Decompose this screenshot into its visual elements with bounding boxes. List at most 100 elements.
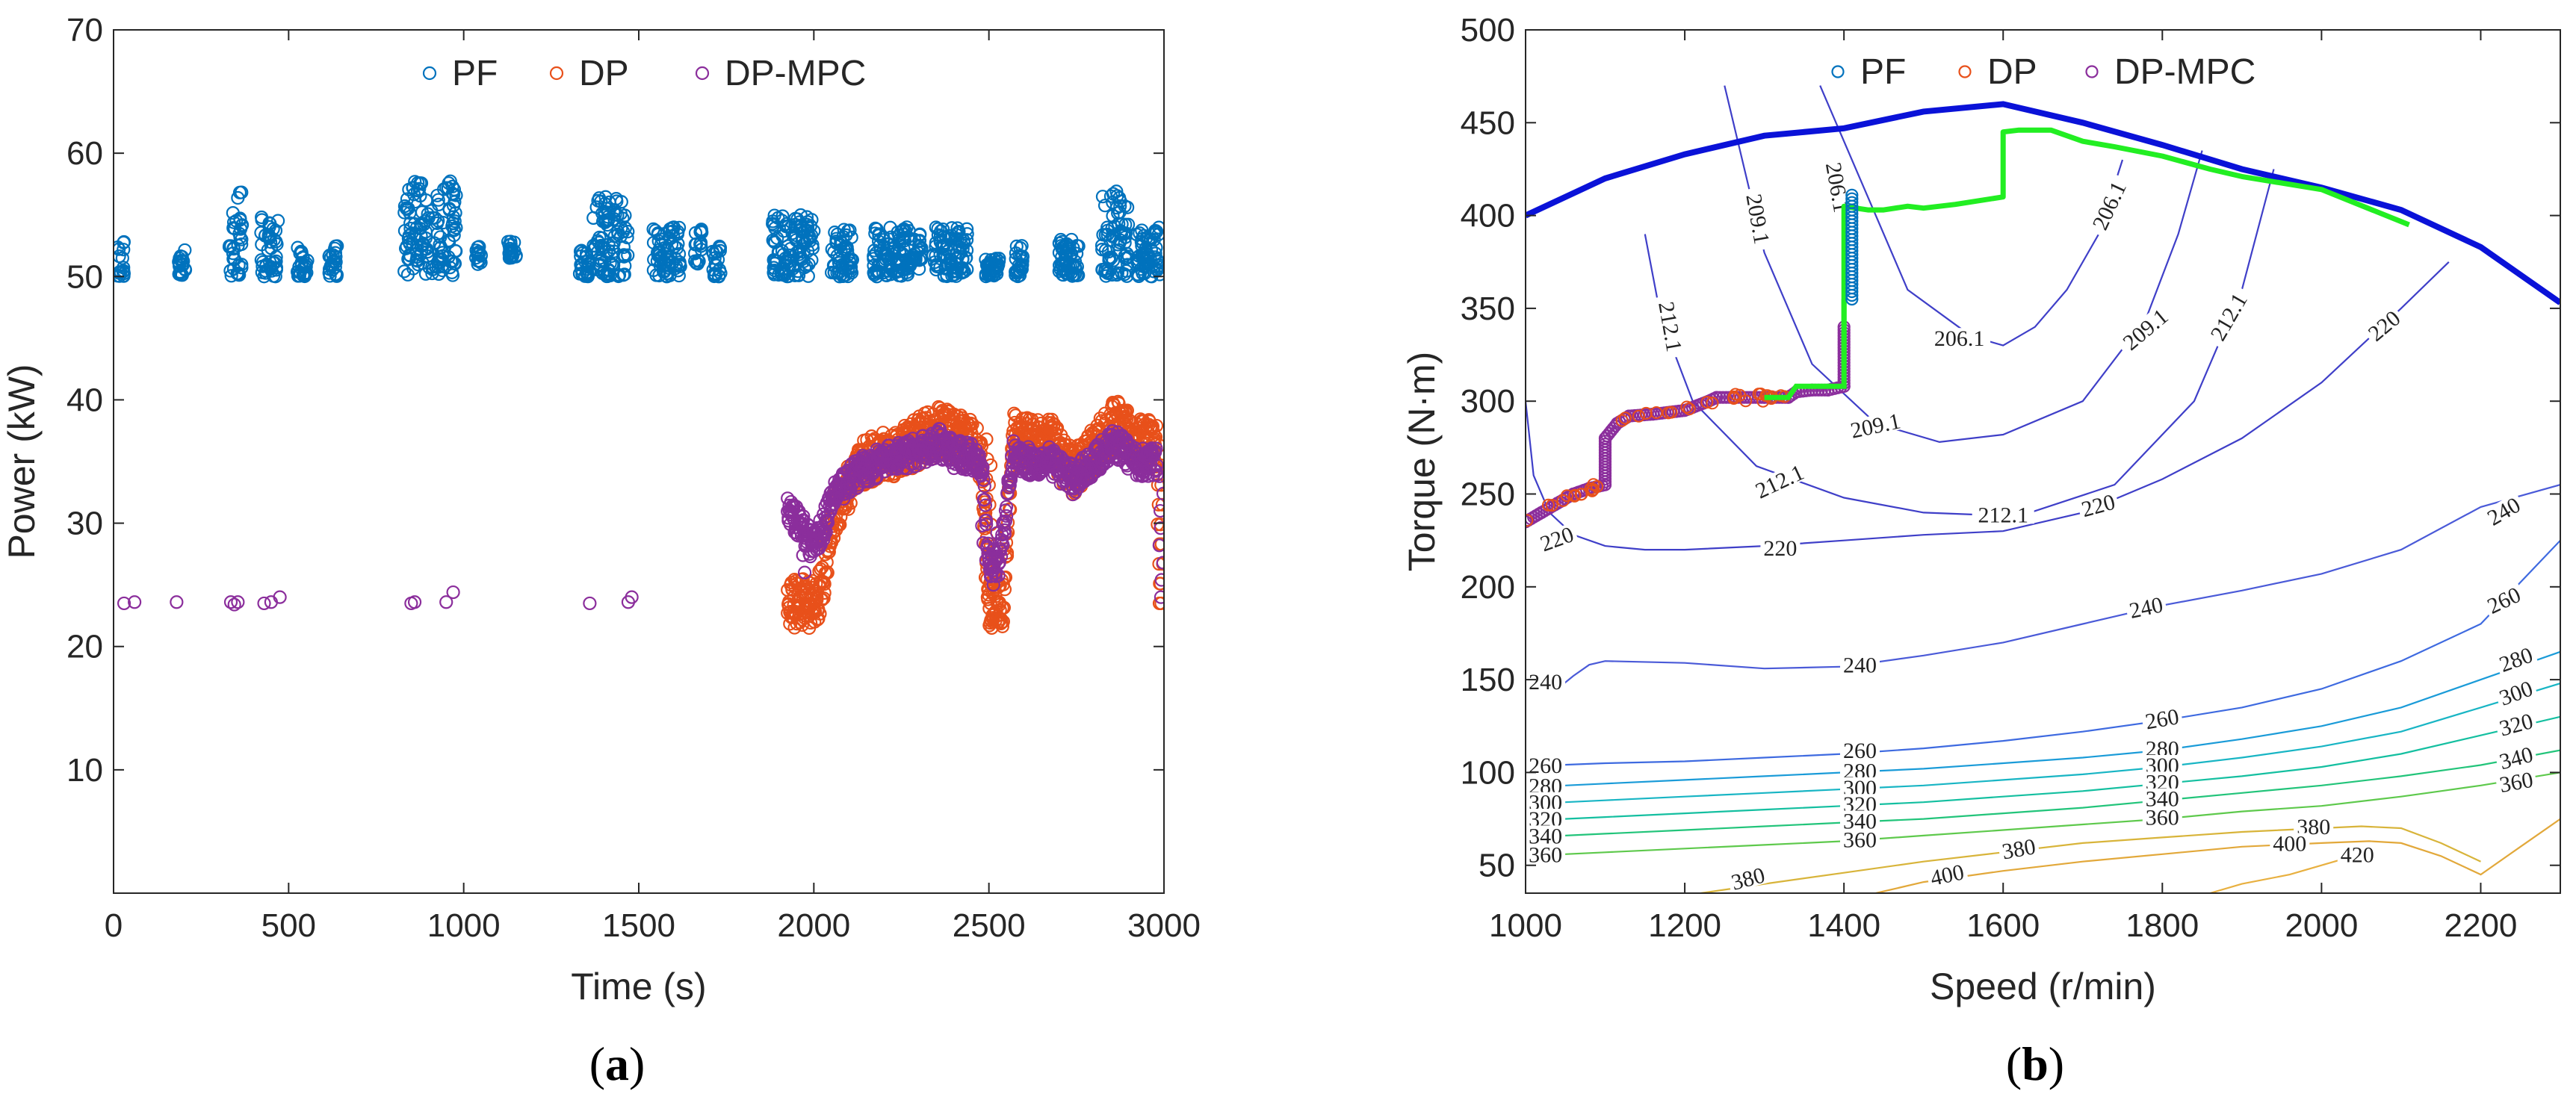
dp-mpc-point — [976, 465, 990, 479]
contour-label: 420 — [2337, 842, 2377, 867]
pf-point — [403, 206, 417, 220]
contour-label-text: 260 — [1529, 754, 1562, 778]
dp-mpc-point — [1152, 469, 1164, 483]
dp-mpc-point — [407, 595, 422, 609]
dp-trajectory-point — [1727, 390, 1741, 403]
dp-trajectory-point — [1615, 414, 1629, 427]
pf-point — [607, 203, 622, 217]
dp-point — [1149, 418, 1164, 433]
dp-point — [997, 600, 1012, 615]
dp-mpc-point — [978, 498, 993, 512]
dp-point — [1120, 403, 1134, 417]
chart-a-y-tick-label: 40 — [66, 382, 103, 418]
contour-label-bg — [1526, 809, 1566, 828]
pf-point — [800, 215, 814, 229]
pf-point — [233, 213, 247, 227]
pf-point — [436, 246, 450, 260]
pf-point — [400, 267, 415, 282]
dp-mpc-point — [977, 479, 991, 494]
pf-point — [602, 243, 616, 258]
chart-b-y-tick-label: 50 — [1479, 848, 1515, 884]
contour-label-text: 360 — [1529, 842, 1562, 867]
pf-point — [610, 225, 625, 239]
pf-point — [989, 252, 1003, 266]
chart-b-x-tick-label: 1000 — [1489, 907, 1562, 944]
contour-label: 360 — [1840, 827, 1880, 852]
dp-mpc-point — [128, 595, 142, 609]
dp-trajectory-point — [1733, 388, 1747, 402]
pf-point — [912, 239, 926, 253]
contour-label-text: 360 — [1843, 827, 1877, 852]
green-trajectory-line — [1841, 127, 2410, 364]
contour-label-bg — [1840, 654, 1880, 674]
pf-point — [1113, 199, 1127, 214]
chart-a-y-tick-label: 70 — [66, 12, 103, 49]
pf-point — [845, 252, 859, 267]
pf-point — [660, 241, 675, 255]
chart-a-x-tick-label: 1000 — [427, 907, 501, 944]
chart-a-x-tick-label: 500 — [261, 907, 316, 944]
panel-b-letter: b — [2022, 1037, 2049, 1090]
pf-point — [1060, 237, 1074, 252]
contour-label-bg — [1526, 671, 1566, 692]
pf-point — [947, 267, 962, 282]
dp-mpc-point — [625, 590, 639, 604]
contour-label-bg — [1997, 835, 2040, 862]
pf-point — [1015, 239, 1029, 253]
pf-point — [828, 226, 842, 240]
pf-point — [1095, 190, 1110, 204]
dp-mpc-point — [986, 578, 1000, 592]
pf-point — [173, 264, 187, 279]
pf-point — [960, 227, 974, 241]
dp-trajectory-point — [1584, 482, 1597, 495]
pf-point — [1066, 267, 1080, 282]
contour-label-bg — [2142, 738, 2182, 758]
pf-point — [421, 207, 435, 221]
pf-point — [402, 248, 417, 262]
pf-point — [795, 252, 809, 267]
dp-point — [815, 592, 829, 606]
pf-point — [872, 229, 886, 243]
pf-point — [173, 259, 187, 273]
chart-b-y-tick-label: 100 — [1461, 754, 1515, 791]
pf-point — [981, 268, 996, 282]
pf-point — [1096, 228, 1110, 242]
pf-point — [832, 270, 846, 284]
pf-point — [912, 234, 926, 249]
contour-label-bg — [2337, 844, 2377, 864]
pf-point — [233, 222, 248, 236]
dp-mpc-point — [999, 500, 1014, 514]
chart-a-legend-marker — [422, 66, 437, 81]
contour-label-bg — [1743, 186, 1774, 252]
pf-point — [835, 260, 849, 274]
dp-mpc-point — [446, 585, 460, 600]
panel-b-open-paren: ( — [2006, 1037, 2022, 1090]
pf-trajectory-point — [1845, 196, 1859, 209]
pf-point — [894, 224, 908, 239]
dp-point — [983, 596, 997, 611]
chart-b-y-tick-label: 300 — [1461, 383, 1515, 420]
dp-mpc-point — [583, 596, 597, 611]
pf-point — [673, 259, 687, 273]
chart-a-x-tick-label: 0 — [105, 907, 123, 944]
pf-point — [1135, 239, 1149, 253]
contour-label: 360 — [1526, 842, 1566, 867]
pf-point — [1152, 220, 1164, 234]
contour-label-bg — [2495, 768, 2538, 795]
chart-a-legend-label: PF — [452, 54, 498, 93]
pf-point — [1064, 246, 1078, 261]
chart-b-y-tick-label: 200 — [1461, 569, 1515, 606]
pf-point — [424, 204, 439, 218]
pf-point — [397, 264, 412, 279]
pf-point — [1118, 217, 1133, 232]
pf-point — [1147, 232, 1161, 247]
dp-point — [1031, 413, 1045, 427]
dp-point — [810, 593, 824, 607]
pf-point — [296, 268, 310, 282]
pf-point — [468, 251, 483, 265]
chart-b-legend-item: PF — [1831, 52, 1906, 92]
pf-point — [400, 192, 415, 206]
dp-point — [817, 585, 832, 600]
contour-line — [1700, 825, 2481, 893]
